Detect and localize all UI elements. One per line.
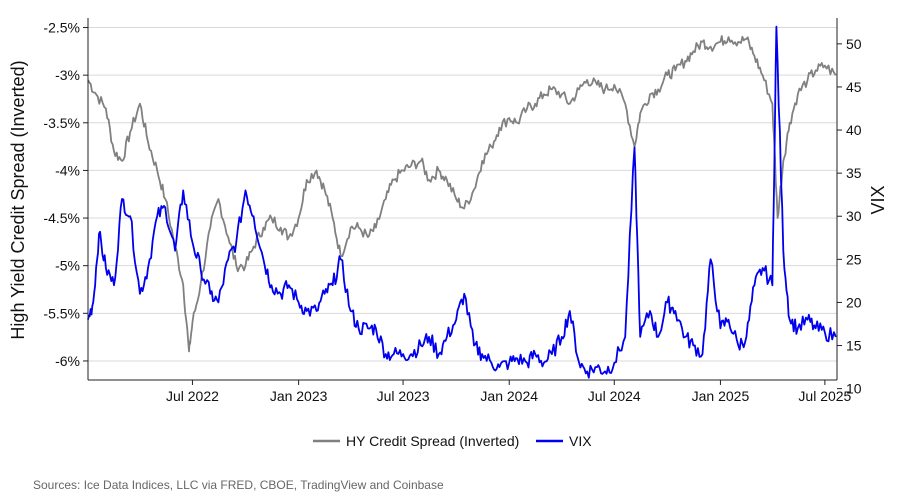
x-tick-label: Jul 2022 [166,388,219,404]
right-tick-label: 10 [846,381,862,397]
x-tick-label: Jan 2024 [480,388,538,404]
axes [87,18,838,381]
legend-label-hy: HY Credit Spread (Inverted) [346,433,519,449]
right-tick-label: 35 [846,165,862,181]
x-tick-label: Jul 2024 [588,388,641,404]
left-tick-label: -4.5% [43,210,80,226]
x-tick-label: Jul 2023 [377,388,430,404]
right-tick-label: 50 [846,36,862,52]
left-tick-label: -5.5% [43,305,80,321]
x-tick-label: Jan 2025 [692,388,750,404]
left-axis-ticks: -2.5% -3% -3.5% -4% -4.5% -5% -5.5% -6% [43,20,88,369]
left-tick-label: -3.5% [43,115,80,131]
legend: HY Credit Spread (Inverted) VIX [313,433,592,449]
right-tick-label: 30 [846,208,862,224]
x-tick-label: Jan 2023 [270,388,328,404]
left-tick-label: -2.5% [43,20,80,36]
x-axis-ticks: Jul 2022 Jan 2023 Jul 2023 Jan 2024 Jul 2024… [166,380,852,404]
right-axis-ticks: 10 15 20 25 30 35 40 45 50 [837,36,862,397]
hy-spread-line [87,35,837,353]
right-tick-label: 40 [846,122,862,138]
right-tick-label: 45 [846,79,862,95]
right-tick-label: 15 [846,338,862,354]
left-tick-label: -4% [55,162,80,178]
legend-label-vix: VIX [569,433,592,449]
left-axis-title: High Yield Credit Spread (Inverted) [8,60,28,339]
vix-line [87,25,837,379]
right-tick-label: 25 [846,251,862,267]
source-note: Sources: Ice Data Indices, LLC via FRED,… [33,478,444,492]
right-axis-title: VIX [868,185,888,214]
gridlines [88,27,837,362]
series-layer [87,25,837,379]
x-tick-label: Jul 2025 [798,388,851,404]
right-tick-label: 20 [846,294,862,310]
left-tick-label: -3% [55,67,80,83]
left-tick-label: -5% [55,258,80,274]
left-tick-label: -6% [55,353,80,369]
